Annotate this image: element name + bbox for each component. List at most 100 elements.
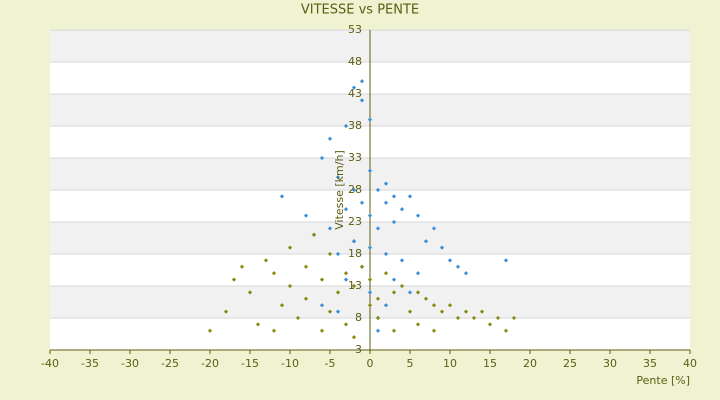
point [255, 322, 261, 327]
x-axis-label: Pente [%] [636, 374, 690, 387]
point [463, 309, 469, 314]
point [367, 290, 373, 295]
point [287, 283, 293, 289]
point [383, 200, 389, 205]
point [383, 251, 389, 257]
point [351, 335, 357, 340]
x-tick-label: -10 [281, 357, 299, 370]
y-axis-label: Vitesse [km/h] [333, 150, 346, 230]
x-tick-label: 25 [563, 357, 577, 370]
point [455, 315, 461, 321]
point [335, 309, 341, 314]
x-tick-label: 35 [643, 357, 657, 370]
point [415, 290, 421, 295]
point [367, 213, 373, 218]
point [391, 277, 397, 282]
point [319, 303, 325, 308]
point [327, 309, 333, 314]
point [207, 328, 213, 333]
point [431, 303, 437, 308]
y-tick-label: 28 [348, 183, 362, 196]
y-tick-label: 18 [348, 247, 362, 260]
point [303, 296, 309, 301]
x-tick-label: 10 [443, 357, 457, 370]
point [431, 328, 437, 333]
point [487, 322, 493, 327]
point [343, 322, 349, 327]
point [247, 290, 253, 295]
point [479, 309, 485, 314]
x-tick-label: 5 [407, 357, 414, 370]
point [303, 264, 309, 269]
point [375, 187, 381, 193]
y-tick-label: 23 [348, 215, 362, 228]
point [319, 155, 325, 161]
point [311, 232, 317, 237]
point [239, 264, 245, 269]
point [423, 296, 429, 301]
point [279, 194, 285, 199]
point [375, 315, 381, 321]
point [511, 315, 517, 321]
point [327, 136, 333, 141]
x-tick-label: -5 [325, 357, 336, 370]
point [383, 181, 389, 186]
point [367, 303, 373, 308]
x-tick-label: -40 [41, 357, 59, 370]
point [271, 328, 277, 333]
point [375, 296, 381, 301]
point [407, 290, 413, 295]
point [463, 271, 469, 276]
point [423, 239, 429, 244]
plot-layer: -40 -35 -30 -25 -20 -15 -10 -5 0 5 10 15 20 25 30 35 40 3… [41, 23, 697, 370]
point [439, 309, 445, 314]
point [399, 283, 405, 289]
point [343, 271, 349, 276]
x-tick-label: 20 [523, 357, 537, 370]
chart-title: VITESSE vs PENTE [301, 3, 419, 18]
point [415, 322, 421, 327]
x-tick-label: 0 [367, 357, 374, 370]
point [359, 200, 365, 205]
point [495, 315, 501, 321]
point [439, 245, 445, 250]
x-tick-label: 30 [603, 357, 617, 370]
point [407, 309, 413, 314]
point [319, 328, 325, 333]
point [367, 168, 373, 173]
x-tick-label: -20 [201, 357, 219, 370]
point [383, 303, 389, 308]
point [407, 194, 413, 199]
y-tick-label: 8 [355, 311, 362, 324]
point [455, 264, 461, 269]
point [295, 315, 301, 321]
point [391, 194, 397, 199]
point [367, 245, 373, 250]
point [319, 277, 325, 282]
y-tick-label: 3 [355, 343, 362, 356]
x-tick-label: 15 [483, 357, 497, 370]
point [279, 303, 285, 308]
point [359, 264, 365, 269]
x-tick-label: -15 [241, 357, 259, 370]
point [223, 309, 229, 314]
point [447, 258, 453, 263]
point [415, 213, 421, 218]
point [375, 328, 381, 333]
point [383, 271, 389, 276]
point [287, 245, 293, 250]
point [351, 283, 357, 289]
y-tick-label: 53 [348, 23, 362, 36]
y-tick-label: 48 [348, 55, 362, 68]
point [367, 277, 373, 282]
point [503, 258, 509, 263]
y-tick-label: 38 [348, 119, 362, 132]
point [335, 175, 341, 180]
point [327, 251, 333, 257]
point [399, 258, 405, 263]
point [303, 213, 309, 218]
point [271, 271, 277, 276]
point [431, 226, 437, 231]
y-tick-label: 43 [348, 87, 362, 100]
